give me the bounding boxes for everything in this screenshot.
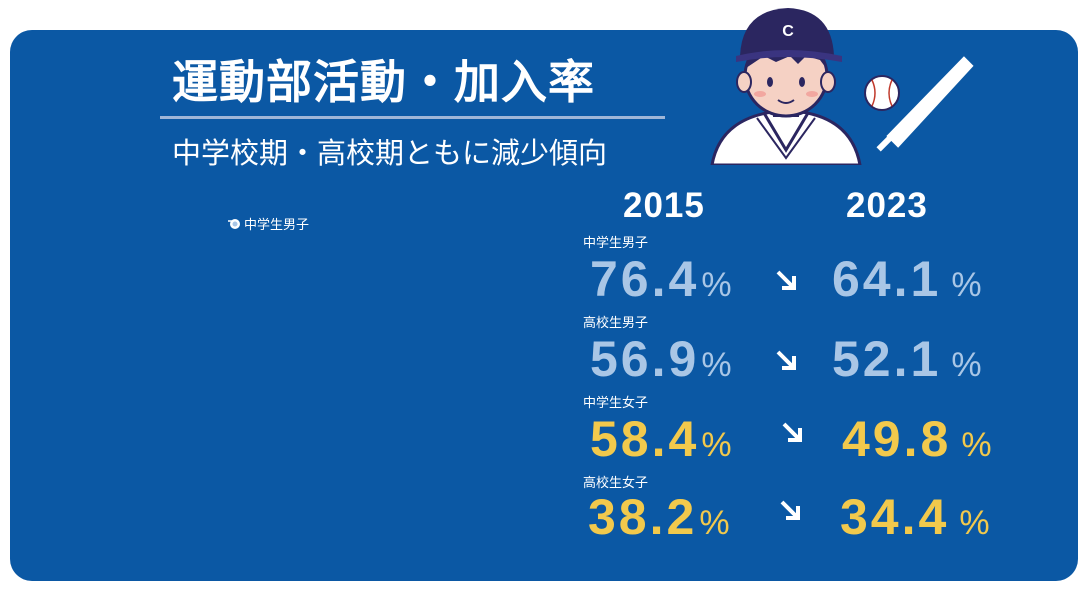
value-end-1: 64.1% — [832, 251, 982, 307]
arrow-down-right-icon — [776, 350, 796, 370]
year-end: 2023 — [846, 186, 928, 225]
bat-icon — [876, 56, 974, 152]
year-start: 2015 — [623, 186, 705, 225]
title-divider — [160, 116, 665, 119]
row-label-3: 中学生女子 — [583, 396, 649, 411]
value-end-4: 34.4% — [840, 489, 990, 545]
baseball-icon — [864, 75, 900, 111]
row-label-1: 中学生男子 — [583, 236, 649, 251]
arrow-down-right-icon — [780, 500, 800, 520]
page-title: 運動部活動・加入率 — [172, 55, 595, 109]
main-card — [10, 30, 1078, 581]
row-label-2: 高校生男子 — [583, 316, 649, 331]
ball-icon — [228, 218, 240, 229]
value-end-2: 52.1% — [832, 331, 982, 387]
value-start-3: 58.4% — [590, 411, 732, 467]
cap-letter: C — [782, 23, 794, 40]
page-subtitle: 中学校期・高校期ともに減少傾向 — [172, 136, 608, 170]
value-start-2: 56.9% — [590, 331, 732, 387]
arrow-down-right-icon — [776, 270, 796, 290]
value-end-3: 49.8% — [842, 411, 992, 467]
legend-label: 中学生男子 — [244, 218, 310, 233]
value-start-4: 38.2% — [588, 489, 730, 545]
arrow-down-right-icon — [782, 422, 802, 442]
row-label-4: 高校生女子 — [583, 476, 649, 491]
cap-icon — [740, 8, 834, 56]
baseball-player-illustration: C — [710, 8, 974, 165]
legend: 中学生男子 — [228, 214, 309, 233]
value-start-1: 76.4% — [590, 251, 732, 307]
